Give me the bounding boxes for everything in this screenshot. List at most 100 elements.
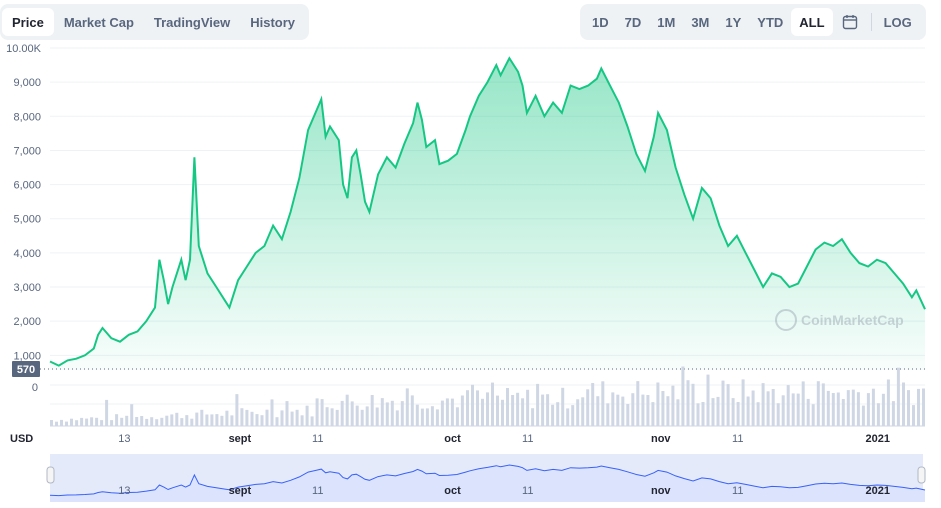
range-1y-button[interactable]: 1Y bbox=[725, 14, 742, 30]
y-tick-label: 4,000 bbox=[13, 248, 41, 260]
volume-bar bbox=[866, 393, 870, 426]
volume-bar bbox=[325, 407, 329, 426]
volume-bar bbox=[591, 383, 595, 426]
volume-bar bbox=[611, 392, 615, 426]
range-3m-button[interactable]: 3M bbox=[691, 14, 710, 30]
volume-bar bbox=[786, 385, 790, 426]
volume-bar bbox=[445, 398, 449, 426]
volume-bar bbox=[556, 402, 560, 426]
volume-bar bbox=[85, 418, 89, 426]
volume-bar bbox=[235, 394, 239, 426]
log-scale-button[interactable]: LOG bbox=[883, 14, 912, 30]
y-tick-label: 7,000 bbox=[13, 145, 41, 157]
tab-history[interactable]: History bbox=[250, 14, 296, 30]
volume-bar bbox=[811, 404, 815, 426]
chart-type-tabs: Price Market Cap TradingView History bbox=[0, 4, 310, 40]
tab-market-cap[interactable]: Market Cap bbox=[63, 14, 134, 30]
volume-bar bbox=[195, 412, 199, 426]
navigator-handle-right[interactable] bbox=[917, 466, 926, 484]
volume-bar bbox=[265, 409, 269, 426]
volume-bar bbox=[826, 390, 830, 426]
range-7d-button[interactable]: 7D bbox=[624, 14, 642, 30]
volume-bar bbox=[571, 405, 575, 426]
volume-bar bbox=[70, 418, 73, 426]
volume-bar bbox=[681, 366, 685, 426]
volume-bar bbox=[711, 398, 715, 426]
volume-bar bbox=[335, 409, 339, 426]
volume-bar bbox=[240, 408, 244, 426]
volume-bar bbox=[320, 399, 324, 426]
tab-price[interactable]: Price bbox=[2, 8, 54, 36]
x-tick-label: nov bbox=[651, 433, 671, 445]
volume-bar bbox=[385, 402, 389, 426]
volume-bar bbox=[365, 406, 369, 426]
navigator-handle-left[interactable] bbox=[46, 466, 55, 484]
tab-tradingview[interactable]: TradingView bbox=[153, 14, 231, 30]
navigator-tick-label: nov bbox=[651, 485, 671, 497]
calendar-button[interactable] bbox=[833, 8, 867, 36]
range-ytd-button[interactable]: YTD bbox=[757, 14, 784, 30]
volume-bar bbox=[706, 374, 710, 426]
x-tick-label: oct bbox=[444, 433, 461, 445]
volume-bar bbox=[215, 414, 219, 426]
volume-bar bbox=[651, 402, 655, 426]
volume-bar bbox=[646, 395, 650, 426]
volume-bar bbox=[245, 409, 249, 426]
volume-bar bbox=[536, 383, 540, 426]
volume-bar bbox=[896, 367, 900, 426]
volume-bar bbox=[455, 407, 459, 426]
y-tick-label: 1,000 bbox=[13, 350, 41, 362]
y-axis: 1,000 2,000 3,000 4,000 5,000 6,000 7,000 8,000… bbox=[6, 43, 42, 362]
volume-bar bbox=[601, 381, 605, 426]
volume-bar bbox=[400, 401, 404, 426]
volume-bar bbox=[626, 404, 630, 426]
x-tick-label: 11 bbox=[522, 433, 533, 445]
navigator[interactable]: 13 sept 11 oct 11 nov 11 2021 bbox=[46, 454, 926, 502]
volume-bar bbox=[420, 408, 424, 426]
volume-bar bbox=[761, 383, 765, 426]
volume-bar bbox=[120, 417, 124, 426]
volume-bar bbox=[816, 381, 820, 426]
volume-bar bbox=[636, 381, 640, 426]
volume-bar bbox=[561, 387, 565, 426]
volume-bar bbox=[350, 401, 354, 426]
volume-bar bbox=[55, 421, 58, 426]
range-1m-button[interactable]: 1M bbox=[657, 14, 676, 30]
volume-bar bbox=[305, 405, 309, 426]
volume-bar bbox=[701, 402, 705, 426]
x-tick-label: 11 bbox=[312, 433, 323, 445]
volume-bar bbox=[841, 399, 845, 426]
volume-bar bbox=[390, 400, 394, 426]
range-all-button[interactable]: ALL bbox=[791, 8, 833, 36]
volume-bar bbox=[471, 384, 474, 426]
volume-bar bbox=[922, 388, 925, 426]
navigator-tick-label: sept bbox=[229, 485, 252, 497]
volume-bar bbox=[90, 417, 94, 426]
volume-bar bbox=[666, 396, 670, 426]
range-1d-button[interactable]: 1D bbox=[592, 14, 609, 30]
volume-bar bbox=[756, 402, 760, 426]
price-area bbox=[50, 58, 925, 370]
volume-bar bbox=[576, 399, 580, 426]
volume-bar bbox=[917, 388, 920, 426]
calendar-icon bbox=[842, 15, 857, 30]
volume-bar bbox=[315, 398, 319, 426]
price-line bbox=[49, 56, 926, 367]
watermark: CoinMarketCap bbox=[775, 309, 904, 331]
baseline-label: 570 bbox=[17, 364, 35, 376]
volume-bar bbox=[290, 411, 294, 426]
volume-bar bbox=[902, 382, 905, 426]
volume-bar bbox=[80, 417, 84, 426]
volume-bar bbox=[330, 408, 334, 426]
volume-bar bbox=[425, 408, 429, 426]
navigator-line bbox=[49, 464, 926, 497]
volume-bar bbox=[551, 404, 555, 426]
y-tick-label: 5,000 bbox=[13, 214, 41, 226]
volume-bar bbox=[435, 409, 439, 426]
volume-bar bbox=[110, 420, 114, 426]
volume-bar bbox=[881, 393, 885, 426]
volume-zero-label: 0 bbox=[32, 382, 38, 394]
navigator-tick-label: oct bbox=[444, 485, 461, 497]
volume-bar bbox=[150, 417, 154, 426]
volume-bar bbox=[491, 382, 494, 426]
